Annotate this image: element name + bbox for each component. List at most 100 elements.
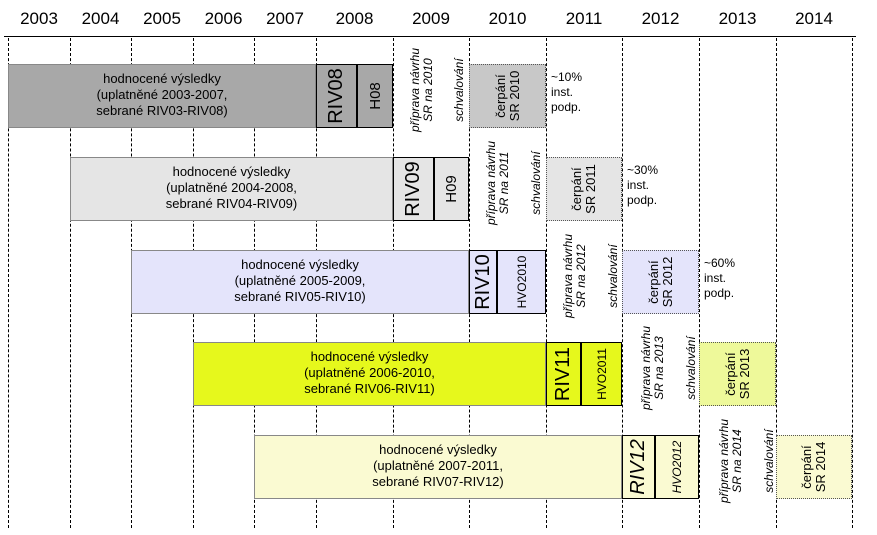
- row-2-drawing-box: [546, 157, 622, 221]
- row-2-drawing-label-line: SR 2011: [583, 164, 598, 214]
- results-label-line: (uplatněné 2004-2008,: [166, 180, 297, 195]
- row-5-riv-label: RIV12: [622, 435, 655, 499]
- row-4-results-band: [193, 342, 546, 406]
- row-4-h-label: HVO2011: [581, 342, 622, 406]
- row-5-drawing-label: čerpání SR 2014: [776, 435, 852, 499]
- row-1-h-box: [357, 64, 393, 128]
- results-label-line: (uplatněné 2003-2007,: [96, 87, 228, 102]
- row-1-h-label-text: H08: [366, 82, 384, 110]
- row-2-riv-label-text: RIV09: [402, 161, 424, 217]
- row-5-preparation-label: příprava návrhu SR na 2014: [699, 405, 762, 517]
- share-note-line: podp.: [551, 100, 582, 114]
- row-5-riv-box: [622, 435, 655, 499]
- row-1-preparation-label: příprava návrhu SR na 2010: [393, 34, 450, 146]
- row-3-drawing-box: [622, 250, 699, 314]
- row-4-riv-label-text: RIV11: [552, 346, 574, 402]
- row-3-riv-box: [469, 250, 497, 314]
- row-4-drawing-label-line: čerpání: [722, 352, 738, 396]
- row-5-h-label: HVO2012: [655, 435, 699, 499]
- share-note-line: inst.: [551, 85, 574, 99]
- row-3-results-label: hodnocené výsledky (uplatněné 2005-2009, s…: [131, 257, 469, 305]
- results-label-line: hodnocené výsledky: [379, 442, 497, 457]
- row-1-drawing-label: čerpání SR 2010: [469, 64, 546, 128]
- header-rule: [4, 36, 856, 37]
- row-2-riv-box: [393, 157, 434, 221]
- row-1-drawing-box: [469, 64, 546, 128]
- year-label: 2013: [718, 9, 757, 28]
- row-4-approval-label-text: schvalování: [684, 336, 698, 400]
- share-note-line: inst.: [627, 178, 650, 192]
- row-4-drawing-label: čerpání SR 2013: [699, 342, 776, 406]
- share-note-line: inst.: [704, 271, 727, 285]
- row-3-results-band: [131, 250, 469, 314]
- share-note-line: ~10%: [551, 70, 583, 84]
- row-1-approval-label-text: schvalování: [452, 58, 466, 122]
- results-label-line: hodnocené výsledky: [241, 257, 359, 272]
- share-note-line: ~60%: [704, 256, 736, 270]
- results-label-line: sebrané RIV05-RIV10): [234, 289, 366, 304]
- row-5-drawing-box: [776, 435, 852, 499]
- row-3-share-note: ~60% inst. podp.: [704, 256, 735, 301]
- share-note-line: podp.: [704, 286, 735, 300]
- row-3-h-label: HVO2010: [497, 250, 546, 314]
- results-label-line: hodnocené výsledky: [172, 164, 291, 179]
- row-5-preparation-label-line: příprava návrhu: [716, 418, 731, 504]
- row-3-preparation-label: příprava návrhu SR na 2012: [546, 220, 604, 332]
- row-4-drawing-label-line: SR 2013: [736, 348, 752, 400]
- row-3-h-box: [497, 250, 546, 314]
- row-1-drawing-label-line: čerpání: [492, 74, 508, 118]
- results-label-line: hodnocené výsledky: [310, 349, 429, 364]
- row-4-riv-label: RIV11: [546, 342, 581, 406]
- row-1-share-note: ~10% inst. podp.: [551, 70, 582, 115]
- row-5-results-band: [254, 435, 622, 499]
- row-5-approval-label-text: schvalování: [761, 429, 776, 493]
- year-label: 2003: [20, 9, 58, 28]
- row-3-approval-label: schvalování: [604, 220, 622, 332]
- row-3-approval-label-text: schvalování: [605, 244, 620, 308]
- year-gridline: [70, 38, 71, 528]
- results-label-line: (uplatněné 2005-2009,: [234, 273, 366, 288]
- row-1-riv-box: [316, 64, 357, 128]
- row-5-h-box: [655, 435, 699, 499]
- row-2-approval-label-text: schvalování: [529, 151, 543, 215]
- row-4-preparation-label: příprava návrhu SR na 2013: [622, 312, 684, 424]
- row-5-results-label: hodnocené výsledky (uplatněné 2007-2011, s…: [254, 442, 622, 490]
- row-1-results-band: [8, 64, 316, 128]
- row-3-drawing-label-line: SR 2012: [659, 256, 675, 308]
- year-gridline: [852, 38, 853, 528]
- year-label: 2014: [795, 9, 833, 28]
- year-label: 2005: [143, 9, 181, 28]
- row-4-h-label-text: HVO2011: [594, 348, 609, 400]
- year-label: 2009: [412, 9, 450, 28]
- row-1-approval-label: schvalování: [450, 34, 469, 146]
- row-3-drawing-label: čerpání SR 2012: [622, 250, 699, 314]
- row-5-drawing-label-line: čerpání: [799, 445, 814, 489]
- row-5-approval-label: schvalování: [762, 405, 776, 517]
- row-2-h-label: H09: [434, 157, 469, 221]
- row-1-drawing-label-line: SR 2010: [506, 70, 522, 122]
- year-label: 2006: [204, 9, 243, 28]
- results-label-line: hodnocené výsledky: [103, 71, 221, 86]
- row-1-results-label: hodnocené výsledky (uplatněné 2003-2007, s…: [8, 71, 316, 119]
- row-5-drawing-label-line: SR 2014: [813, 441, 828, 493]
- year-gridline: [699, 38, 700, 528]
- row-2-results-label: hodnocené výsledky (uplatněné 2004-2008, s…: [70, 164, 393, 212]
- results-label-line: sebrané RIV07-RIV12): [372, 474, 504, 489]
- row-5-riv-label-text: RIV12: [627, 439, 649, 495]
- year-gridline: [546, 38, 547, 528]
- year-gridline: [776, 38, 777, 528]
- row-4-riv-box: [546, 342, 581, 406]
- year-label: 2004: [81, 9, 120, 28]
- row-2-h-label-text: H09: [443, 175, 460, 203]
- year-label: 2007: [266, 9, 304, 28]
- row-2-share-note: ~30% inst. podp.: [627, 163, 658, 208]
- results-label-line: sebrané RIV04-RIV09): [165, 196, 298, 211]
- year-label: 2012: [641, 9, 680, 28]
- share-note-line: ~30%: [627, 163, 659, 177]
- row-2-results-band: [70, 157, 393, 221]
- results-label-line: sebrané RIV06-RIV11): [304, 381, 435, 396]
- row-3-riv-label-text: RIV10: [471, 254, 494, 310]
- row-2-preparation-label: příprava návrhu SR na 2011: [469, 127, 527, 239]
- year-gridline: [8, 38, 9, 528]
